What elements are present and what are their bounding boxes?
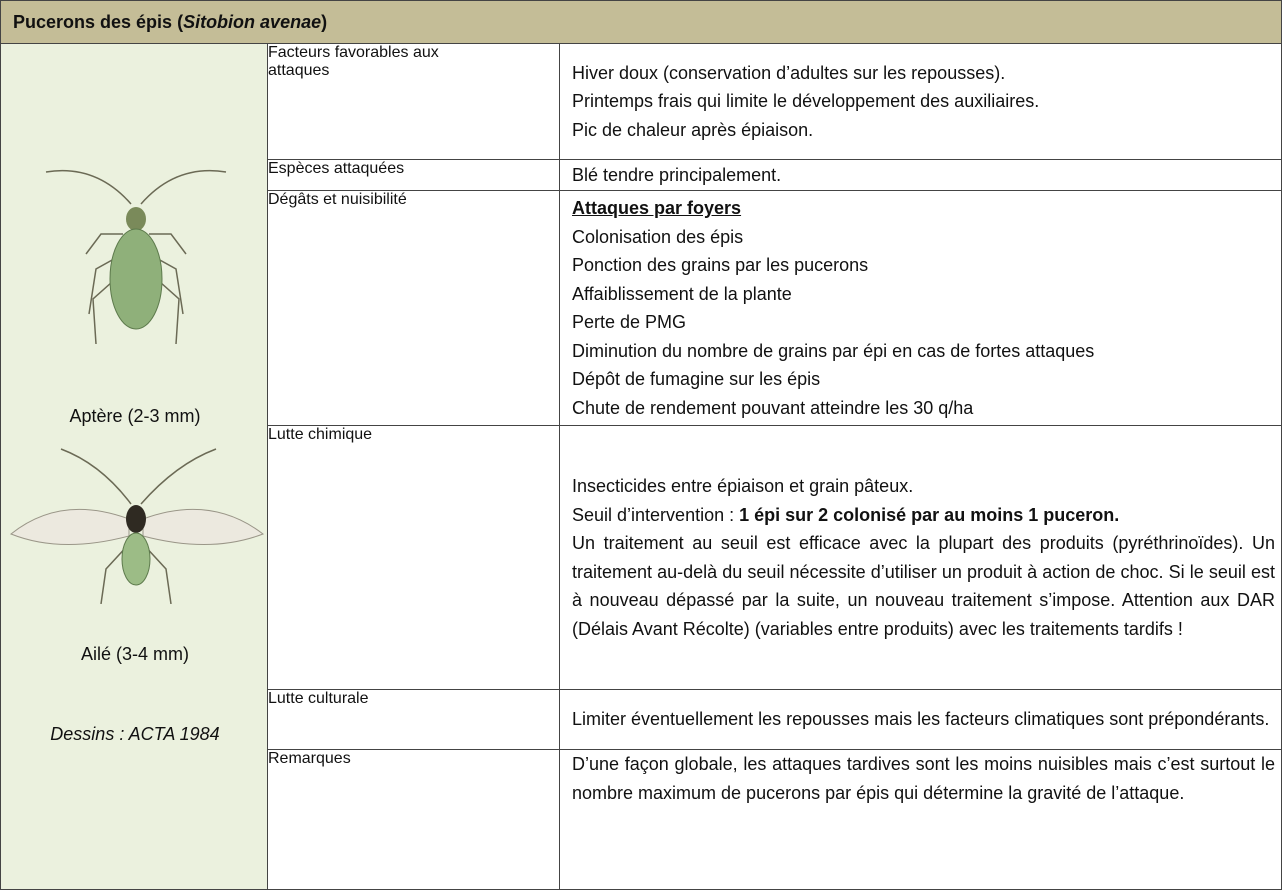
content-line: Affaiblissement de la plante (572, 283, 792, 304)
row-content: Attaques par foyers Colonisation des épis… (560, 191, 1282, 426)
row-label: Dégâts et nuisibilité (268, 191, 560, 426)
row-content: Blé tendre principalement. (560, 160, 1282, 191)
content-paragraph: Limiter éventuellement les repousses mai… (572, 709, 1270, 730)
label-text: Dégâts et nuisibilité (268, 191, 407, 208)
title-text: Pucerons des épis ( (13, 11, 184, 32)
title-species: Sitobion avenae (183, 11, 322, 32)
table-header: Pucerons des épis (Sitobion avenae) (0, 0, 1282, 44)
content-line: Blé tendre principalement. (572, 164, 782, 185)
aphid-winged (10, 448, 265, 604)
content-line: Perte de PMG (572, 312, 687, 332)
threshold-value: 1 épi sur 2 colonisé par au moins 1 puce… (739, 504, 1120, 525)
label-text: Lutte chimique (268, 426, 373, 443)
title: Pucerons des épis (Sitobion avenae) (13, 12, 327, 33)
threshold-prefix: Seuil d’intervention : (572, 504, 740, 525)
row-content: Limiter éventuellement les repousses mai… (560, 690, 1282, 750)
content-line: Colonisation des épis (572, 226, 744, 247)
illustrations: Aptère (2-3 mm) Ailé (3-4 mm) Dessins : … (0, 44, 268, 890)
content-paragraph: Un traitement au seuil est efficace avec… (572, 533, 1275, 639)
row-label: Lutte culturale (268, 690, 560, 750)
row-label: Facteurs favorables aux attaques (268, 44, 560, 160)
content-line: Insecticides entre épiaison et grain pât… (572, 476, 914, 496)
caption: Ailé (3-4 mm) (80, 644, 189, 664)
content-line: Diminution du nombre de grains par épi e… (572, 340, 1095, 361)
content-line: Printemps frais qui limite le développem… (572, 91, 1040, 112)
label-text: Facteurs favorables aux attaques (268, 44, 439, 79)
label-text: Remarques (268, 750, 351, 767)
content-line: Ponction des grains par les pucerons (572, 255, 869, 275)
caption: Aptère (2-3 mm) (69, 406, 201, 426)
row-label: Espèces attaquées (268, 160, 560, 191)
content-line: Pic de chaleur après épiaison. (572, 119, 814, 140)
content-line: Chute de rendement pouvant atteindre les… (572, 397, 974, 418)
content-line: Dépôt de fumagine sur les épis (572, 369, 821, 389)
content-line: Hiver doux (conservation d’adultes sur l… (572, 62, 1006, 83)
row-label: Remarques (268, 750, 560, 890)
threshold-line: Seuil d’intervention : 1 épi sur 2 colon… (572, 501, 1275, 530)
row-content: D’une façon globale, les attaques tardiv… (560, 750, 1282, 890)
row-content: Insecticides entre épiaison et grain pât… (560, 426, 1282, 690)
label-text: Lutte culturale (268, 690, 369, 707)
content-paragraph: D’une façon globale, les attaques tardiv… (572, 754, 1275, 803)
aphid-apterous (45, 169, 227, 345)
label-text: Espèces attaquées (268, 160, 405, 177)
credit: Dessins : ACTA 1984 (50, 724, 220, 744)
row-label: Lutte chimique (268, 426, 560, 690)
row-content: Hiver doux (conservation d’adultes sur l… (560, 44, 1282, 160)
title-text: ) (321, 11, 328, 32)
content-heading: Attaques par foyers (572, 198, 742, 218)
